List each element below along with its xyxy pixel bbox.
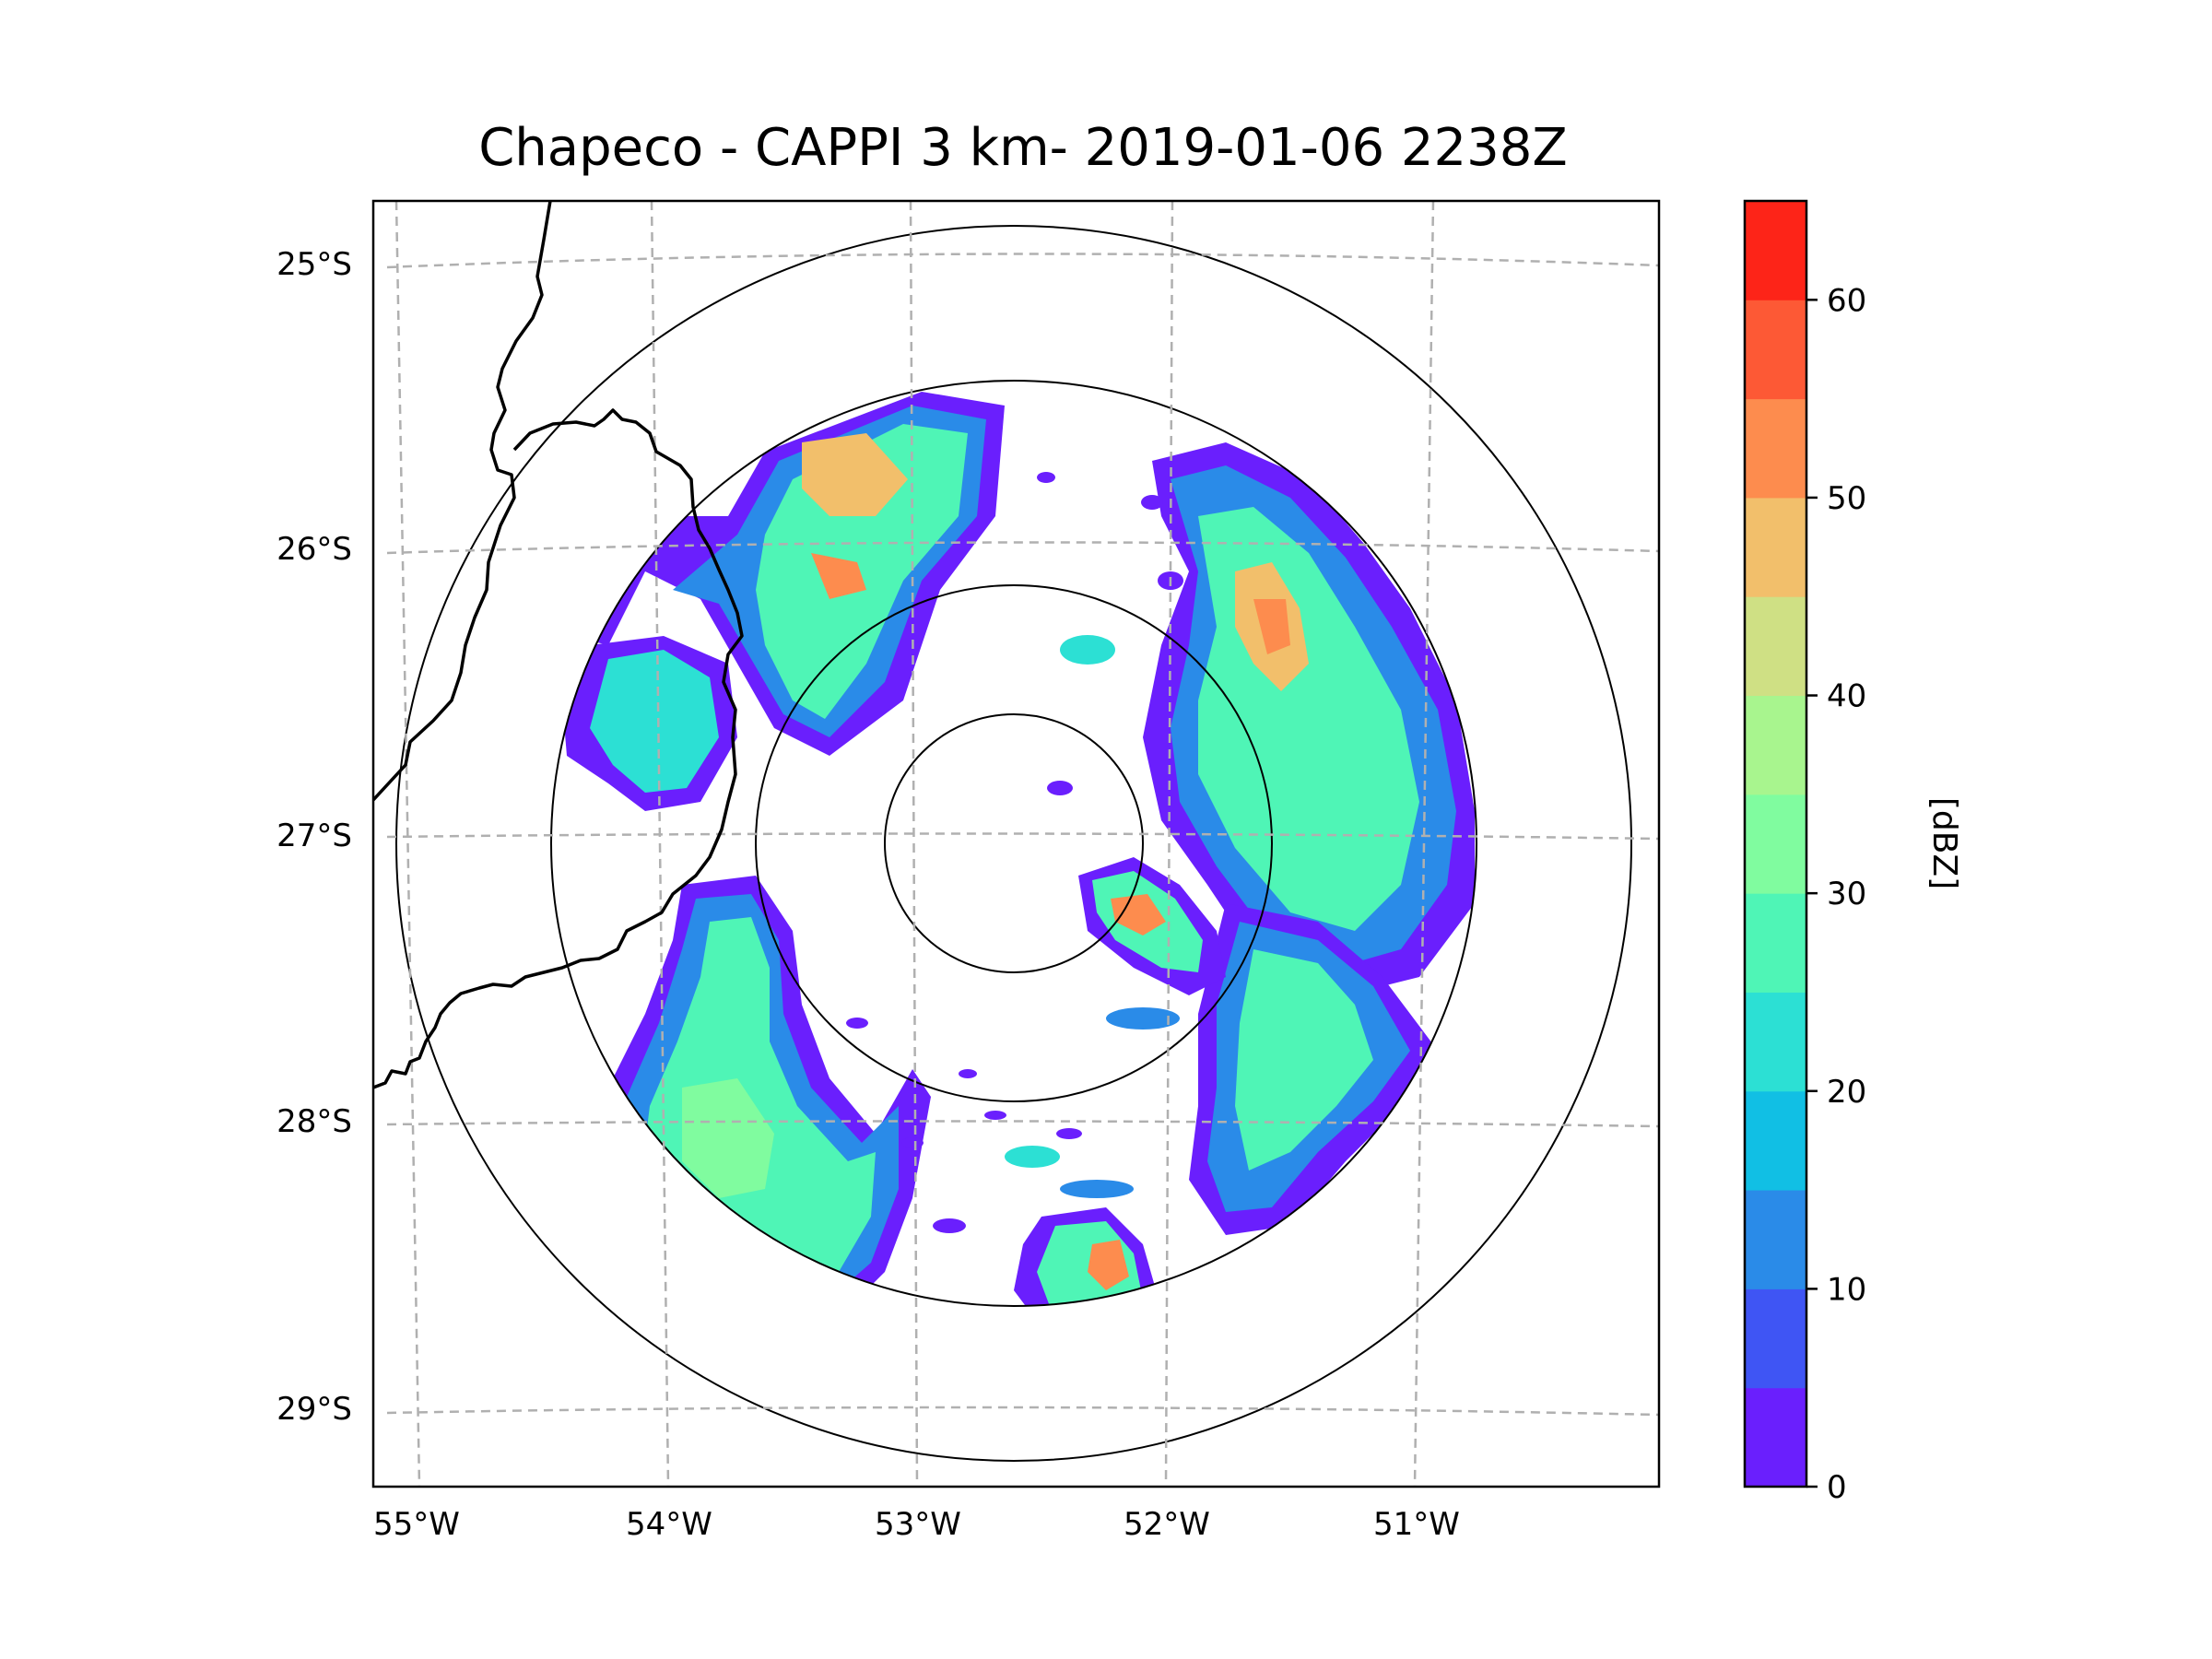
lat-label-29: 29°S — [276, 1391, 352, 1428]
lon-label-54: 54°W — [626, 1506, 712, 1543]
colorbar-tick-label: 20 — [1827, 1074, 1866, 1111]
border-west — [373, 201, 552, 802]
colorbar: 0 10 20 30 40 50 60 [dBZ] — [1743, 199, 1963, 1506]
colorbar-tick-label: 30 — [1827, 876, 1866, 912]
lat-label-25: 25°S — [276, 246, 352, 283]
gridlines — [386, 201, 1659, 1487]
lon-label-52: 52°W — [1124, 1506, 1210, 1543]
border-state — [373, 408, 744, 1089]
colorbar-segment — [1745, 1387, 1806, 1488]
colorbar-tick-label: 10 — [1827, 1271, 1866, 1308]
colorbar-tick-label: 0 — [1827, 1469, 1847, 1506]
colorbar-segment — [1745, 1090, 1806, 1191]
colorbar-segment — [1745, 1288, 1806, 1389]
range-rings — [395, 225, 1632, 1462]
lon-label-55: 55°W — [373, 1506, 460, 1543]
colorbar-segment — [1745, 201, 1806, 300]
range-ring-4 — [395, 225, 1632, 1462]
colorbar-segment — [1745, 992, 1806, 1092]
lat-label-27: 27°S — [276, 818, 352, 854]
range-ring-2 — [755, 584, 1273, 1102]
colorbar-segment — [1745, 596, 1806, 697]
colorbar-segment — [1745, 893, 1806, 993]
political-borders — [373, 201, 744, 1089]
lon-labels: 55°W 54°W 53°W 52°W 51°W — [373, 1506, 1460, 1543]
colorbar-segment — [1745, 398, 1806, 499]
colorbar-frame — [1743, 199, 1808, 1488]
map-area[interactable] — [373, 201, 1659, 1487]
colorbar-segment — [1745, 497, 1806, 597]
colorbar-ticks: 0 10 20 30 40 50 60 — [1806, 282, 1866, 1506]
colorbar-segment — [1745, 1190, 1806, 1289]
range-ring-1 — [884, 713, 1144, 973]
colorbar-tick-label: 50 — [1827, 480, 1866, 517]
lat-label-26: 26°S — [276, 531, 352, 568]
lon-label-53: 53°W — [875, 1506, 961, 1543]
lon-label-51: 51°W — [1373, 1506, 1460, 1543]
lat-label-28: 28°S — [276, 1103, 352, 1140]
colorbar-tick-label: 60 — [1827, 282, 1866, 319]
colorbar-label: [dBZ] — [1925, 797, 1963, 889]
colorbar-segment — [1745, 695, 1806, 795]
echo-scatter — [846, 424, 1270, 1233]
colorbar-segment — [1745, 794, 1806, 894]
map-title: Chapeco - CAPPI 3 km- 2019-01-06 2238Z — [478, 118, 1568, 178]
colorbar-tick-label: 40 — [1827, 678, 1866, 715]
lat-labels: 25°S 26°S 27°S 28°S 29°S — [276, 246, 352, 1428]
map-frame — [371, 199, 1661, 1488]
colorbar-segments — [1745, 201, 1806, 1488]
colorbar-segment — [1745, 300, 1806, 400]
range-ring-3 — [550, 380, 1477, 1307]
